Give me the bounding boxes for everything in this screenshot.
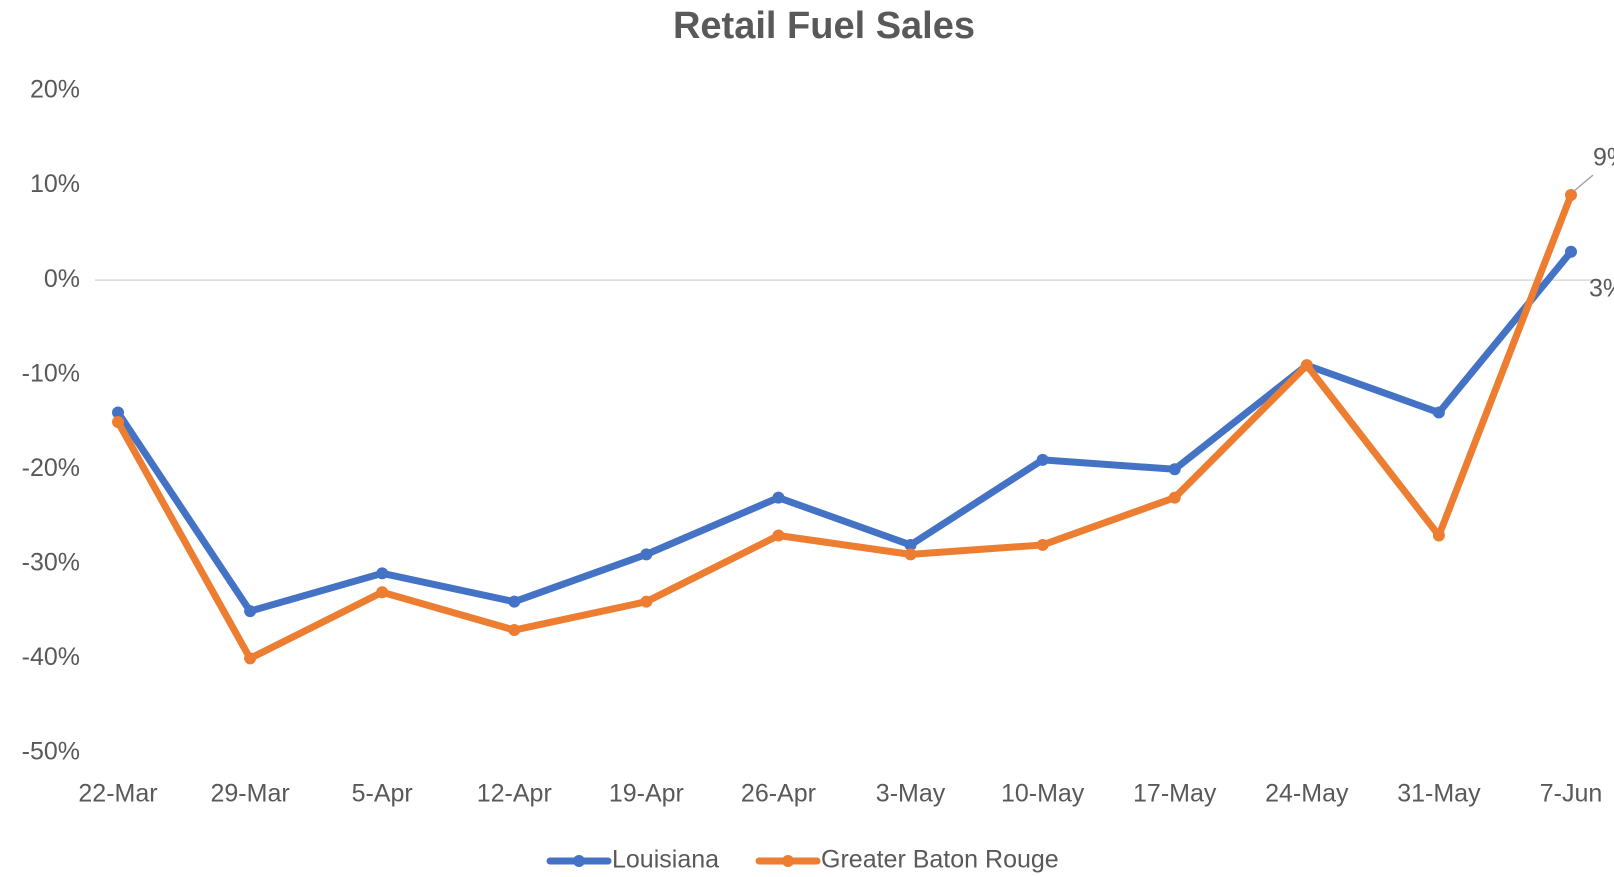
x-tick-label: 24-May bbox=[1265, 780, 1349, 808]
x-tick-label: 31-May bbox=[1397, 780, 1481, 808]
y-tick-label: 20% bbox=[30, 76, 80, 104]
y-tick-label: -50% bbox=[22, 738, 80, 766]
data-point bbox=[244, 605, 257, 618]
data-point bbox=[376, 567, 389, 580]
x-tick-label: 19-Apr bbox=[609, 780, 684, 808]
data-point bbox=[244, 652, 257, 665]
x-tick-label: 29-Mar bbox=[210, 780, 289, 808]
legend-label: Louisiana bbox=[612, 846, 719, 874]
data-point bbox=[772, 491, 785, 504]
data-point bbox=[1168, 463, 1181, 476]
y-tick-label: 0% bbox=[44, 265, 80, 293]
legend-marker bbox=[782, 855, 795, 867]
data-point bbox=[1036, 538, 1049, 551]
y-tick-label: -10% bbox=[22, 359, 80, 387]
x-tick-label: 26-Apr bbox=[741, 780, 816, 808]
x-tick-label: 3-May bbox=[876, 780, 946, 808]
data-point bbox=[1565, 245, 1577, 258]
x-tick-label: 17-May bbox=[1133, 780, 1217, 808]
legend-marker bbox=[573, 855, 585, 867]
x-tick-label: 5-Apr bbox=[352, 780, 413, 808]
chart-title: Retail Fuel Sales bbox=[673, 5, 975, 47]
data-point bbox=[1432, 529, 1445, 542]
data-point bbox=[112, 416, 124, 428]
series-line bbox=[114, 248, 1575, 615]
y-tick-label: -20% bbox=[22, 454, 80, 482]
y-tick-label: -40% bbox=[22, 643, 80, 671]
data-point bbox=[904, 538, 917, 551]
data-label: 9% bbox=[1593, 144, 1614, 172]
data-point bbox=[904, 548, 917, 561]
data-point bbox=[1036, 453, 1049, 466]
data-point bbox=[1432, 406, 1445, 419]
data-point bbox=[772, 529, 785, 542]
x-tick-label: 22-Mar bbox=[78, 780, 157, 808]
data-point bbox=[640, 548, 653, 561]
y-tick-label: -30% bbox=[22, 548, 80, 576]
data-point bbox=[508, 595, 521, 608]
data-point bbox=[1168, 491, 1181, 504]
data-point bbox=[640, 595, 653, 608]
data-point bbox=[112, 406, 124, 419]
x-tick-label: 12-Apr bbox=[477, 780, 552, 808]
data-point bbox=[1565, 189, 1577, 202]
leader-line bbox=[1573, 174, 1594, 192]
x-tick-label: 10-May bbox=[1001, 780, 1085, 808]
x-tick-label: 7-Jun bbox=[1540, 780, 1603, 808]
data-point bbox=[1300, 359, 1313, 372]
legend-label: Greater Baton Rouge bbox=[821, 846, 1059, 874]
series-line bbox=[114, 191, 1575, 662]
data-label: 3% bbox=[1589, 274, 1614, 302]
data-point bbox=[508, 624, 521, 637]
data-point bbox=[376, 586, 389, 599]
y-tick-label: 10% bbox=[30, 170, 80, 198]
